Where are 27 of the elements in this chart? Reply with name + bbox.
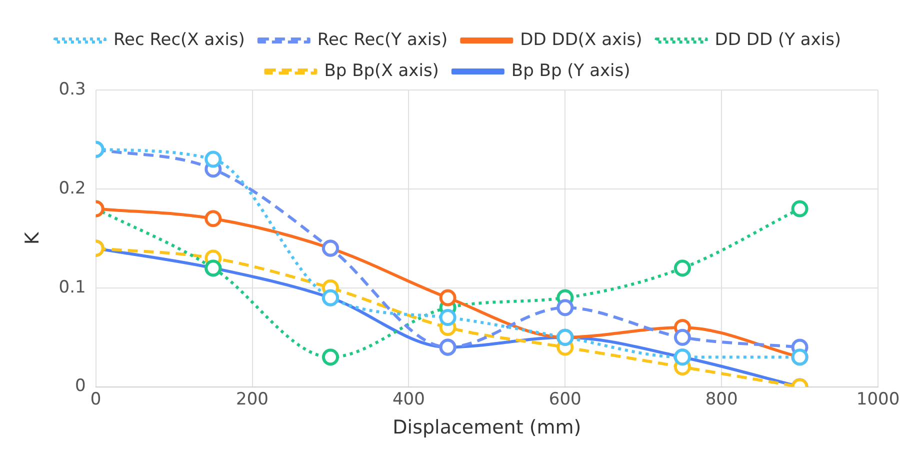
x-tick-label: 400 — [392, 389, 425, 410]
point — [439, 289, 456, 306]
x-tick-label: 0 — [90, 389, 102, 410]
legend-label: Bp Bp(X axis) — [324, 60, 439, 81]
point — [322, 348, 339, 366]
legend-label: Rec Rec(X axis) — [113, 30, 245, 50]
point — [674, 260, 691, 277]
point — [674, 328, 691, 346]
y-tick-label: 0.1 — [58, 277, 86, 298]
point — [791, 200, 808, 218]
x-tick-label: 1000 — [856, 389, 900, 410]
point — [556, 299, 574, 316]
y-tick-label: 0.3 — [58, 79, 86, 100]
x-tick-label: 800 — [705, 389, 738, 410]
x-axis-title: Displacement (mm) — [392, 416, 582, 439]
x-tick-label: 600 — [548, 389, 582, 410]
legend-label: DD DD(X axis) — [520, 30, 642, 50]
y-tick-label: 0 — [75, 376, 86, 396]
y-tick-label: 0.2 — [58, 178, 86, 198]
x-tick-label: 200 — [236, 389, 268, 410]
point — [204, 150, 222, 168]
legend-label: Rec Rec(Y axis) — [317, 30, 448, 50]
y-axis-title: K — [21, 232, 44, 245]
point — [204, 210, 222, 228]
legend-label: Bp Bp (Y axis) — [511, 60, 630, 81]
point — [439, 309, 456, 326]
legend-label: DD DD (Y axis) — [714, 30, 842, 50]
